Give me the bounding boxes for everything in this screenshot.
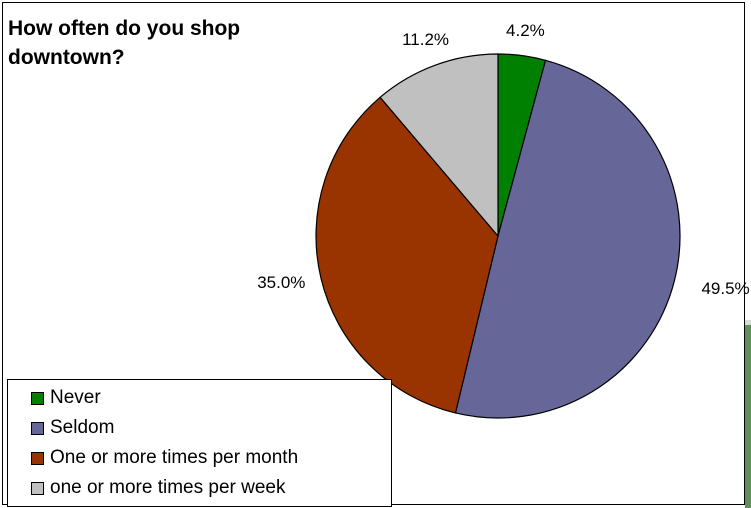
legend-item-monthly: One or more times per month (8, 443, 391, 473)
background-edge-strip (745, 325, 751, 508)
legend-item-never: Never (8, 383, 391, 413)
legend-label-never: Never (50, 387, 101, 408)
legend-label-monthly: One or more times per month (50, 447, 299, 468)
pie-slice-seldom (454, 59, 681, 419)
legend-item-seldom: Seldom (8, 413, 391, 443)
pie-slice-monthly (315, 96, 499, 414)
legend-label-weekly: one or more times per week (50, 477, 286, 498)
data-label-never: 4.2% (506, 21, 545, 40)
background-edge-highlight (745, 320, 751, 326)
data-label-weekly: 11.2% (402, 30, 449, 49)
legend-label-seldom: Seldom (50, 417, 115, 438)
legend-swatch-monthly (31, 451, 44, 465)
legend-swatch-never (31, 391, 44, 405)
legend-swatch-seldom (31, 421, 44, 435)
pie-slice-weekly (379, 53, 499, 238)
data-labels: 4.2% 49.5% 35.0% 11.2% (257, 21, 749, 298)
pie-slices (315, 53, 681, 419)
chart-title: How often do you shop downtown? (8, 17, 241, 69)
data-label-seldom: 49.5% (701, 279, 749, 298)
legend-swatch-weekly (31, 481, 44, 495)
legend: Never Seldom One or more times per month… (7, 379, 392, 507)
legend-item-weekly: one or more times per week (8, 473, 391, 503)
data-label-monthly: 35.0% (257, 273, 305, 292)
